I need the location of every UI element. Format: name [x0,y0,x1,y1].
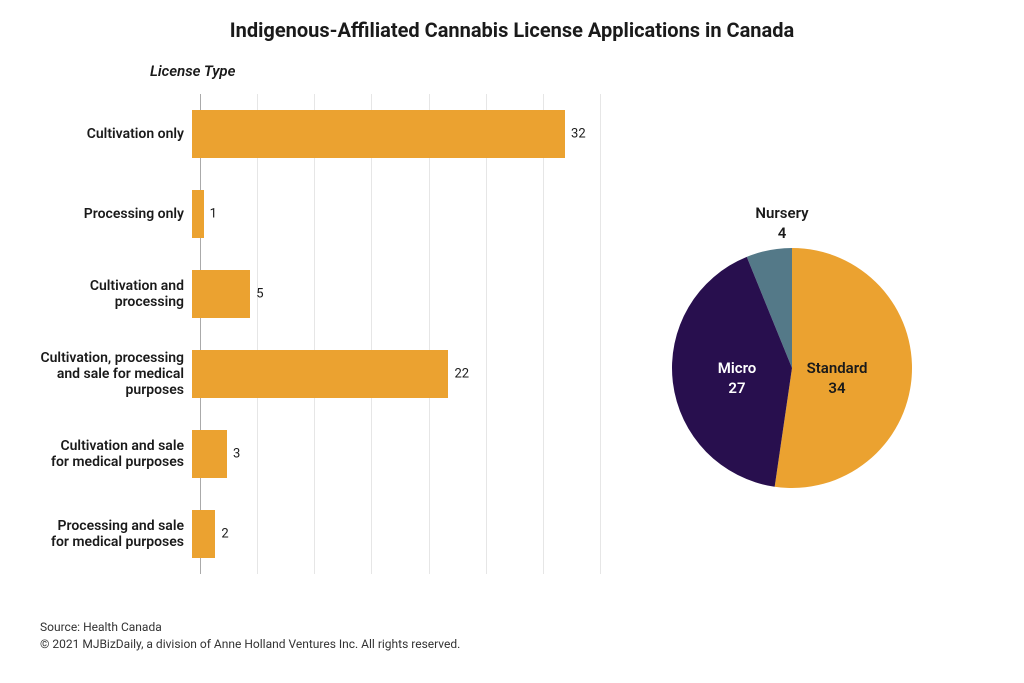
bar-fill: 2 [192,510,215,558]
svg-text:Nursery: Nursery [755,204,809,222]
chart-footer: Source: Health Canada © 2021 MJBizDaily,… [40,619,460,653]
bar-label: Cultivation and processing [40,278,192,310]
svg-text:27: 27 [728,379,745,397]
bar-label: Processing and sale for medical purposes [40,518,192,550]
bar-value: 3 [233,447,240,462]
bar-fill: 32 [192,110,565,158]
bar-value: 1 [210,207,217,222]
chart-title: Indigenous-Affiliated Cannabis License A… [0,0,1024,42]
bar-row: Cultivation, processing and sale for med… [40,334,600,414]
bar-track: 22 [192,350,600,398]
pie-chart: Standard 34 Micro 27 Nursery 4 [612,168,972,528]
footer-copyright: © 2021 MJBizDaily, a division of Anne Ho… [40,636,460,653]
svg-text:4: 4 [778,224,787,242]
bar-fill: 3 [192,430,227,478]
bar-track: 32 [192,110,600,158]
pie-slice-label: Nursery 4 [755,204,809,242]
bar-label: Cultivation only [40,126,192,142]
bar-label: Cultivation and sale for medical purpose… [40,438,192,470]
bar-chart: Cultivation only32Processing only1Cultiv… [40,94,600,574]
footer-source: Source: Health Canada [40,619,460,636]
bar-label: Cultivation, processing and sale for med… [40,350,192,398]
bar-fill: 5 [192,270,250,318]
bar-track: 1 [192,190,600,238]
svg-text:Micro: Micro [718,359,757,377]
bar-chart-section: License Type Cultivation only32Processin… [40,62,600,574]
bar-row: Processing and sale for medical purposes… [40,494,600,574]
chart-container: License Type Cultivation only32Processin… [0,62,1024,574]
bar-value: 2 [221,527,228,542]
svg-text:Standard: Standard [807,359,868,377]
bar-row: Cultivation only32 [40,94,600,174]
svg-text:34: 34 [828,379,846,397]
bar-value: 5 [256,287,263,302]
bar-row: Cultivation and sale for medical purpose… [40,414,600,494]
bar-row: Cultivation and processing5 [40,254,600,334]
bar-value: 22 [454,367,469,382]
pie-chart-section: Standard 34 Micro 27 Nursery 4 [600,62,984,574]
bar-track: 2 [192,510,600,558]
bar-label: Processing only [40,206,192,222]
bar-chart-subtitle: License Type [150,62,600,80]
bar-row: Processing only1 [40,174,600,254]
bar-fill: 22 [192,350,448,398]
bar-track: 3 [192,430,600,478]
bar-track: 5 [192,270,600,318]
bar-value: 32 [571,127,586,142]
bar-fill: 1 [192,190,204,238]
gridline [600,94,601,574]
